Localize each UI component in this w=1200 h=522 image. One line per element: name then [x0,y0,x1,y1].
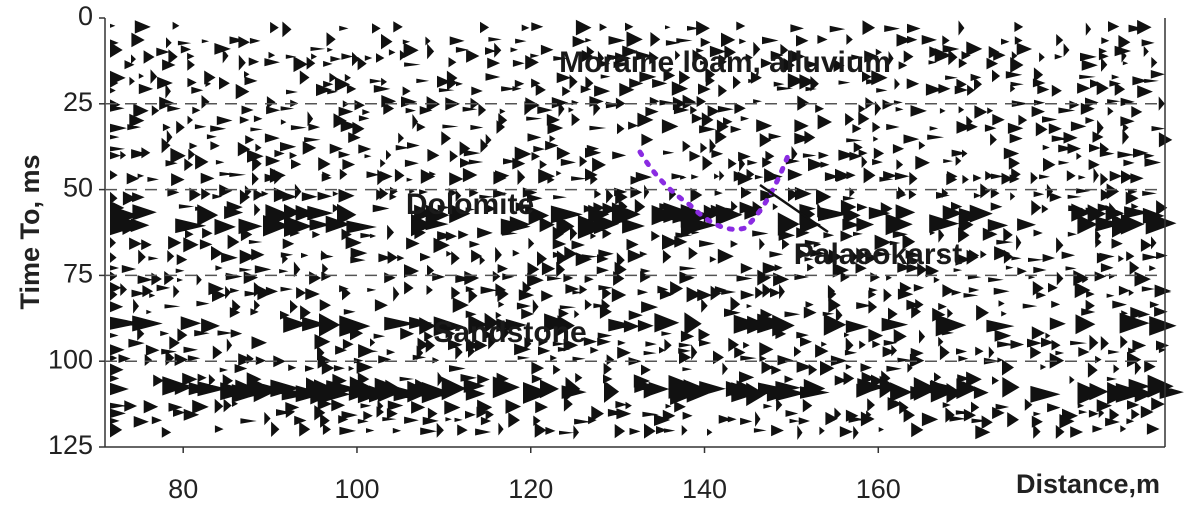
y-tick-label: 0 [78,1,93,31]
y-tick-label: 125 [48,430,93,460]
x-tick-label: 160 [856,474,901,504]
x-axis-label: Distance,m [1016,469,1160,499]
y-tick-label: 100 [48,344,93,374]
palaeokarst-outline [637,147,793,232]
axes: 0 25 50 75 100 125 80 100 120 140 160 [48,1,1166,504]
y-tick-label: 75 [63,259,93,289]
y-tick-label: 50 [63,173,93,203]
annotation-arrow [759,183,829,234]
annotation: Moraine loam, alluvium [559,46,891,79]
x-tick-label: 80 [168,474,198,504]
seismic-texture [110,19,1184,440]
x-tick-label: 120 [508,474,553,504]
annotation: Palaeokarst [794,238,962,271]
y-tick-label: 25 [63,87,93,117]
x-tick-label: 100 [334,474,379,504]
annotation: Dolomite [406,188,534,221]
wiggles [110,19,1184,440]
x-tick-label: 140 [682,474,727,504]
annotation: Sandstone [433,316,586,349]
y-axis-label: Time To, ms [15,154,45,309]
